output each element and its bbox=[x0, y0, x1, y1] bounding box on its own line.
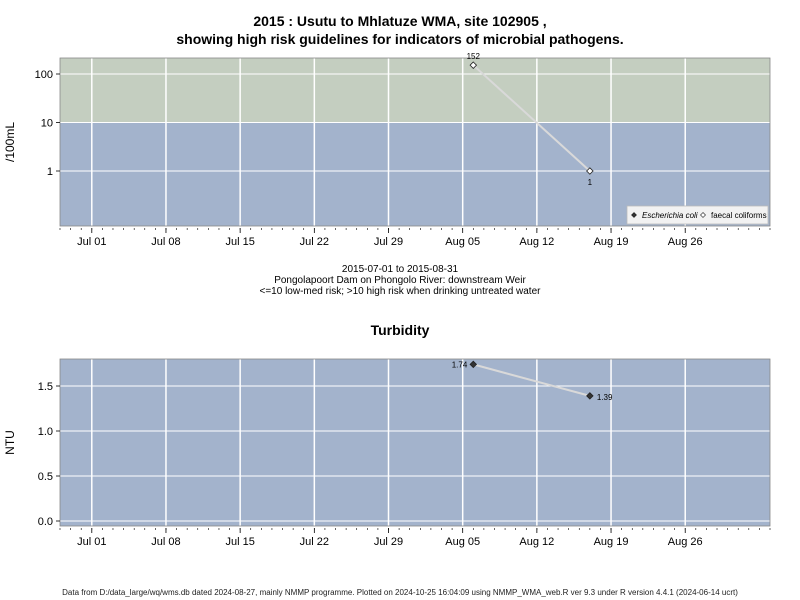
x-tick-label: Jul 29 bbox=[374, 536, 403, 548]
footer-note: Data from D:/data_large/wq/wms.db dated … bbox=[62, 588, 738, 597]
y-tick-label: 1.5 bbox=[38, 381, 53, 393]
y-tick-label: 10 bbox=[41, 118, 53, 130]
info-block: 2015-07-01 to 2015-08-31 Pongolapoort Da… bbox=[0, 264, 800, 297]
series-line bbox=[473, 363, 591, 397]
x-tick-label: Aug 12 bbox=[519, 236, 554, 248]
x-tick-label: Jul 15 bbox=[225, 536, 254, 548]
date-range: 2015-07-01 to 2015-08-31 bbox=[341, 264, 459, 275]
data-label: 1.39 bbox=[597, 393, 613, 402]
x-tick-label: Jul 29 bbox=[374, 236, 403, 248]
data-point bbox=[469, 360, 478, 369]
x-tick-label: Jul 08 bbox=[151, 536, 180, 548]
x-tick-label: Aug 05 bbox=[445, 236, 480, 248]
y-tick-label: 1 bbox=[47, 166, 53, 178]
x-tick-label: Aug 05 bbox=[445, 536, 480, 548]
legend-marker bbox=[631, 212, 637, 218]
x-tick-label: Jul 15 bbox=[225, 236, 254, 248]
y-tick-label: 0.0 bbox=[38, 516, 53, 528]
y-tick-label: 100 bbox=[35, 69, 53, 81]
x-tick-label: Jul 01 bbox=[77, 236, 106, 248]
plot-border bbox=[59, 358, 771, 527]
y-tick-label: 1.0 bbox=[38, 426, 53, 438]
x-tick-label: Aug 26 bbox=[668, 236, 703, 248]
x-tick-label: Jul 22 bbox=[300, 536, 329, 548]
y-axis-label: NTU bbox=[3, 430, 17, 455]
data-point bbox=[586, 392, 594, 400]
x-tick-label: Aug 19 bbox=[594, 536, 629, 548]
data-point bbox=[469, 61, 478, 69]
high-risk-band bbox=[60, 58, 770, 123]
legend-marker bbox=[700, 212, 706, 218]
y-tick-label: 0.5 bbox=[38, 471, 53, 483]
site-name: Pongolapoort Dam on Phongolo River: down… bbox=[274, 275, 526, 286]
data-label: 1.74 bbox=[452, 360, 468, 369]
x-tick-label: Aug 26 bbox=[668, 536, 703, 548]
legend-label: faecal coliforms bbox=[711, 211, 767, 220]
plot-background bbox=[60, 359, 770, 526]
x-tick-label: Jul 01 bbox=[77, 536, 106, 548]
x-tick-label: Jul 08 bbox=[151, 236, 180, 248]
data-label: 1 bbox=[588, 178, 593, 187]
x-tick-label: Aug 19 bbox=[594, 236, 629, 248]
chart-title-line2: showing high risk guidelines for indicat… bbox=[176, 31, 624, 47]
x-tick-label: Aug 12 bbox=[519, 536, 554, 548]
plot-border bbox=[59, 57, 771, 227]
legend-label: Escherichia coli bbox=[642, 211, 698, 220]
turbidity-title: Turbidity bbox=[370, 322, 430, 338]
data-label: 152 bbox=[467, 52, 481, 61]
risk-note: <=10 low-med risk; >10 high risk when dr… bbox=[259, 286, 541, 297]
data-point bbox=[586, 167, 594, 175]
series-line bbox=[472, 64, 591, 172]
chart-title-line1: 2015 : Usutu to Mhlatuze WMA, site 10290… bbox=[253, 13, 547, 29]
y-axis-label: /100mL bbox=[3, 122, 17, 162]
x-tick-label: Jul 22 bbox=[300, 236, 329, 248]
legend-box bbox=[626, 205, 769, 225]
